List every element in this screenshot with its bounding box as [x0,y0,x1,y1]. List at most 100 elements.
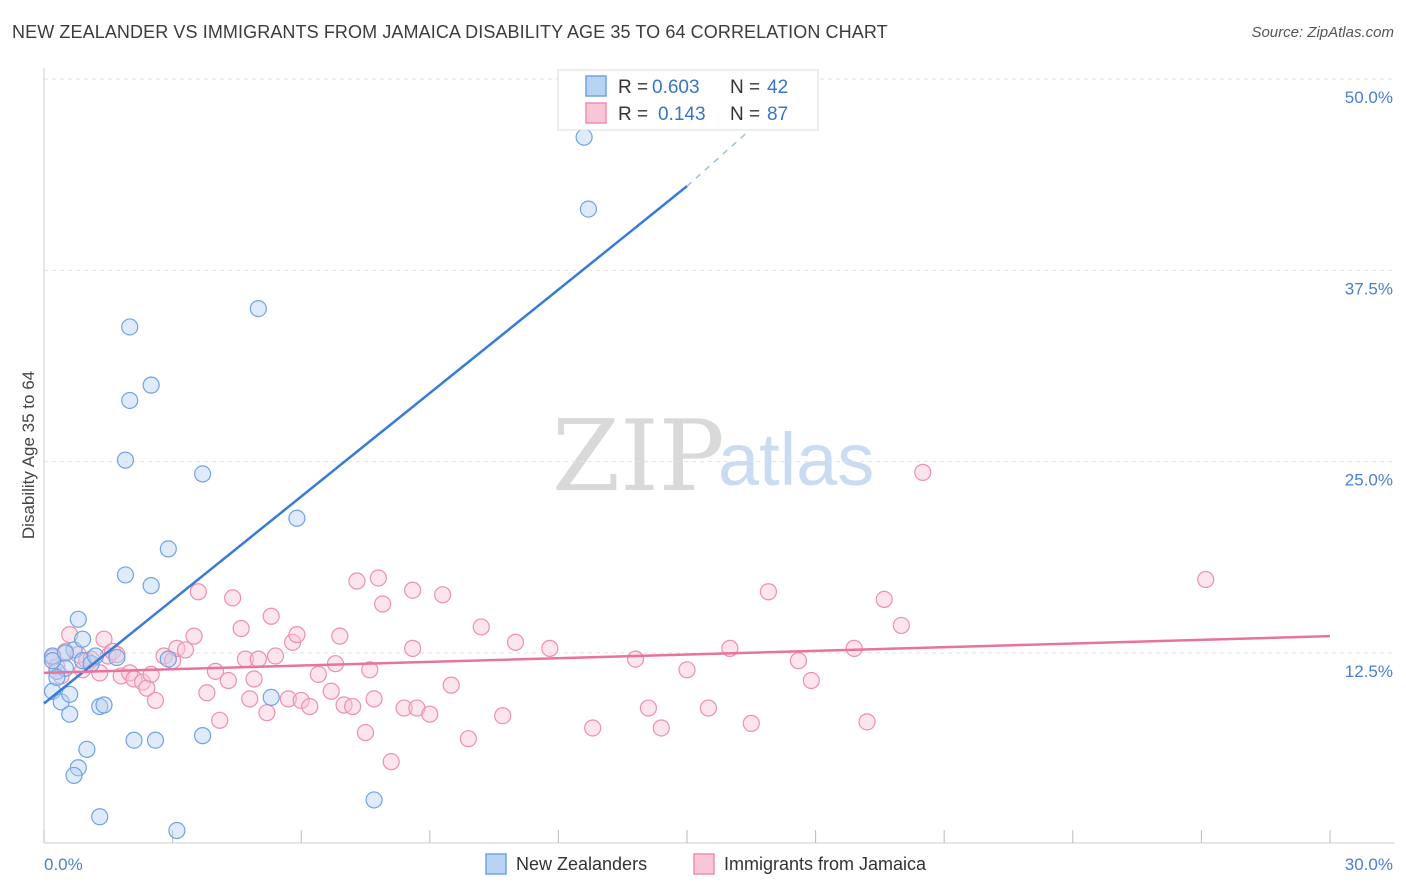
bottom-legend-swatch-jamaica [693,853,715,875]
point-jamaica [211,711,229,729]
point-newzealanders [116,451,135,469]
point-newzealanders [61,705,79,723]
chart-title: NEW ZEALANDER VS IMMIGRANTS FROM JAMAICA… [12,22,888,42]
watermark-atlas: atlas [718,418,874,501]
point-jamaica [198,684,216,702]
point-jamaica [442,676,460,694]
point-jamaica [494,707,512,725]
point-newzealanders [168,821,186,840]
point-newzealanders [121,318,139,336]
legend-r-label-2: R = [618,104,648,125]
point-newzealanders [116,566,135,584]
point-newzealanders [43,652,62,670]
point-newzealanders [73,630,92,648]
point-jamaica [266,647,285,665]
legend-n-label-1: N = [730,77,760,98]
point-jamaica [249,650,267,668]
point-jamaica [802,671,820,690]
point-jamaica [914,463,932,481]
legend-r-label-1: R = [618,77,648,98]
x-tick-label-min: 0.0% [44,855,83,874]
y-tick-label-1: 25.0% [1345,471,1393,490]
y-tick-label-3: 50.0% [1345,88,1393,107]
point-jamaica [365,690,383,708]
point-newzealanders [108,648,126,667]
x-tick-labels: 0.0% 30.0% [44,855,1393,874]
point-jamaica [91,664,109,682]
legend-swatch-jamaica [585,102,607,124]
point-newzealanders [159,650,177,668]
legend-swatch-newzealanders [585,75,607,97]
point-newzealanders [78,740,96,759]
point-jamaica [245,670,263,688]
point-newzealanders [125,731,143,749]
point-newzealanders [159,540,177,558]
legend-n-value-1: 42 [767,77,788,98]
point-newzealanders [65,766,83,785]
point-jamaica [382,753,400,771]
trend-line-jamaica [43,634,1331,675]
point-jamaica [678,661,696,679]
point-jamaica [292,691,310,710]
source-label: Source: ZipAtlas.com [1251,24,1394,41]
x-tick-label-max: 30.0% [1345,855,1393,874]
point-jamaica [344,697,362,716]
bottom-legend-label-newzealanders: New Zealanders [516,854,647,874]
point-jamaica [472,618,490,636]
bottom-legend-label-jamaica: Immigrants from Jamaica [724,854,927,874]
point-newzealanders [146,731,165,749]
point-jamaica [789,652,808,670]
legend-r-value-1: 0.603 [652,77,700,98]
y-tick-labels: 12.5% 25.0% 37.5% 50.0% [1345,88,1393,681]
watermark-zip: ZIP [552,400,725,514]
legend-n-label-2: N = [730,104,760,125]
point-newzealanders [121,391,139,410]
point-jamaica [1197,570,1215,589]
point-jamaica [301,697,319,716]
point-jamaica [858,713,876,731]
point-jamaica [138,679,156,697]
point-newzealanders [61,685,79,703]
watermark: ZIP atlas [552,400,874,514]
axes [43,68,1395,844]
point-jamaica [652,719,670,737]
point-jamaica [322,682,340,700]
point-newzealanders [194,465,212,483]
y-axis-label: Disability Age 35 to 64 [19,371,38,539]
point-jamaica [374,595,392,613]
series-newzealanders-points [43,128,598,840]
point-jamaica [279,690,297,708]
point-newzealanders [579,200,598,218]
point-jamaica [584,719,602,737]
point-jamaica [288,626,306,644]
point-newzealanders [365,791,383,809]
point-jamaica [146,691,165,710]
point-jamaica [434,586,452,604]
point-jamaica [176,641,195,659]
point-jamaica [892,616,910,635]
point-jamaica [258,704,276,722]
point-newzealanders [262,688,280,706]
point-jamaica [421,705,439,723]
point-newzealanders [249,299,267,318]
point-jamaica [404,639,422,657]
point-jamaica [262,607,280,625]
point-newzealanders [142,376,160,394]
point-jamaica [224,589,242,607]
point-newzealanders [194,727,212,745]
trend-lines [43,70,1331,705]
point-jamaica [241,690,259,708]
point-jamaica [395,699,413,717]
point-jamaica [759,583,778,601]
bottom-legend-swatch-newzealanders [485,853,507,875]
point-jamaica [361,661,379,679]
gridlines [44,78,1395,654]
point-newzealanders [56,644,75,662]
point-newzealanders [91,808,109,826]
point-jamaica [309,665,327,684]
point-newzealanders [575,128,593,146]
point-jamaica [331,627,349,645]
point-jamaica [189,583,207,601]
point-jamaica [185,627,203,645]
